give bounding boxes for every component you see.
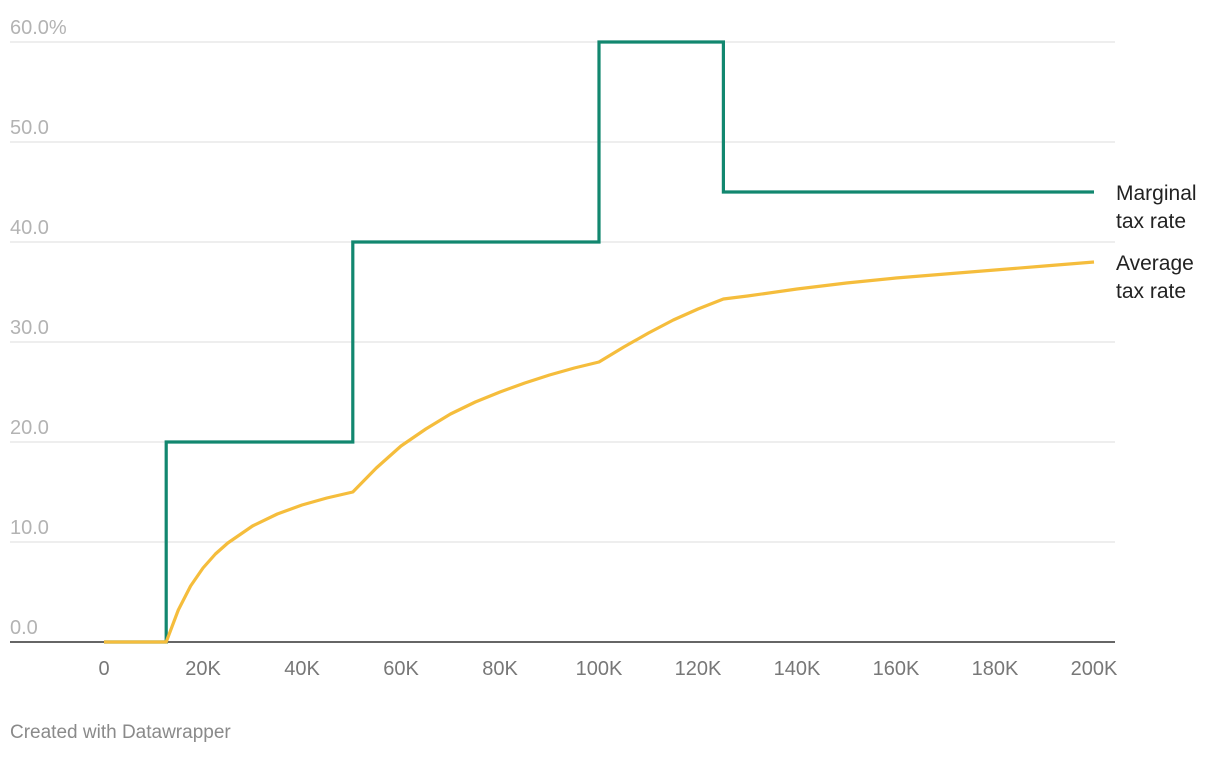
y-tick-label: 10.0 bbox=[10, 517, 49, 539]
y-tick-label: 40.0 bbox=[10, 217, 49, 239]
x-tick-label: 200K bbox=[1071, 658, 1118, 680]
series-label: Average bbox=[1116, 252, 1194, 275]
series-label: tax rate bbox=[1116, 280, 1186, 303]
x-tick-label: 40K bbox=[284, 658, 320, 680]
y-tick-label: 60.0% bbox=[10, 17, 67, 39]
x-tick-label: 60K bbox=[383, 658, 419, 680]
x-tick-label: 120K bbox=[675, 658, 722, 680]
x-tick-label: 0 bbox=[98, 658, 109, 680]
x-tick-label: 140K bbox=[774, 658, 821, 680]
series-line-average bbox=[104, 260, 1095, 644]
x-tick-label: 80K bbox=[482, 658, 518, 680]
series-label: tax rate bbox=[1116, 210, 1186, 233]
y-tick-label: 20.0 bbox=[10, 417, 49, 439]
x-tick-label: 160K bbox=[873, 658, 920, 680]
y-tick-label: 0.0 bbox=[10, 617, 38, 639]
tax-rate-chart: 0.0 10.0 20.0 30.0 40.0 50.0 60.0% 0 20K 40K 60K 8… bbox=[10, 17, 1197, 680]
x-axis-ticks: 0 20K 40K 60K 80K 100K 120K 140K 160K 180K 200K bbox=[98, 658, 1118, 680]
series-labels: Marginal tax rate Average tax rate bbox=[1116, 182, 1197, 303]
x-tick-label: 20K bbox=[185, 658, 221, 680]
y-tick-label: 50.0 bbox=[10, 117, 49, 139]
series-label: Marginal bbox=[1116, 182, 1197, 205]
series-line-marginal bbox=[104, 40, 1094, 644]
x-tick-label: 180K bbox=[972, 658, 1019, 680]
gridlines bbox=[10, 41, 1115, 543]
credit-text: Created with Datawrapper bbox=[10, 722, 231, 743]
series-lines bbox=[104, 40, 1095, 644]
y-axis-ticks: 0.0 10.0 20.0 30.0 40.0 50.0 60.0% bbox=[10, 17, 67, 639]
x-tick-label: 100K bbox=[576, 658, 623, 680]
y-tick-label: 30.0 bbox=[10, 317, 49, 339]
